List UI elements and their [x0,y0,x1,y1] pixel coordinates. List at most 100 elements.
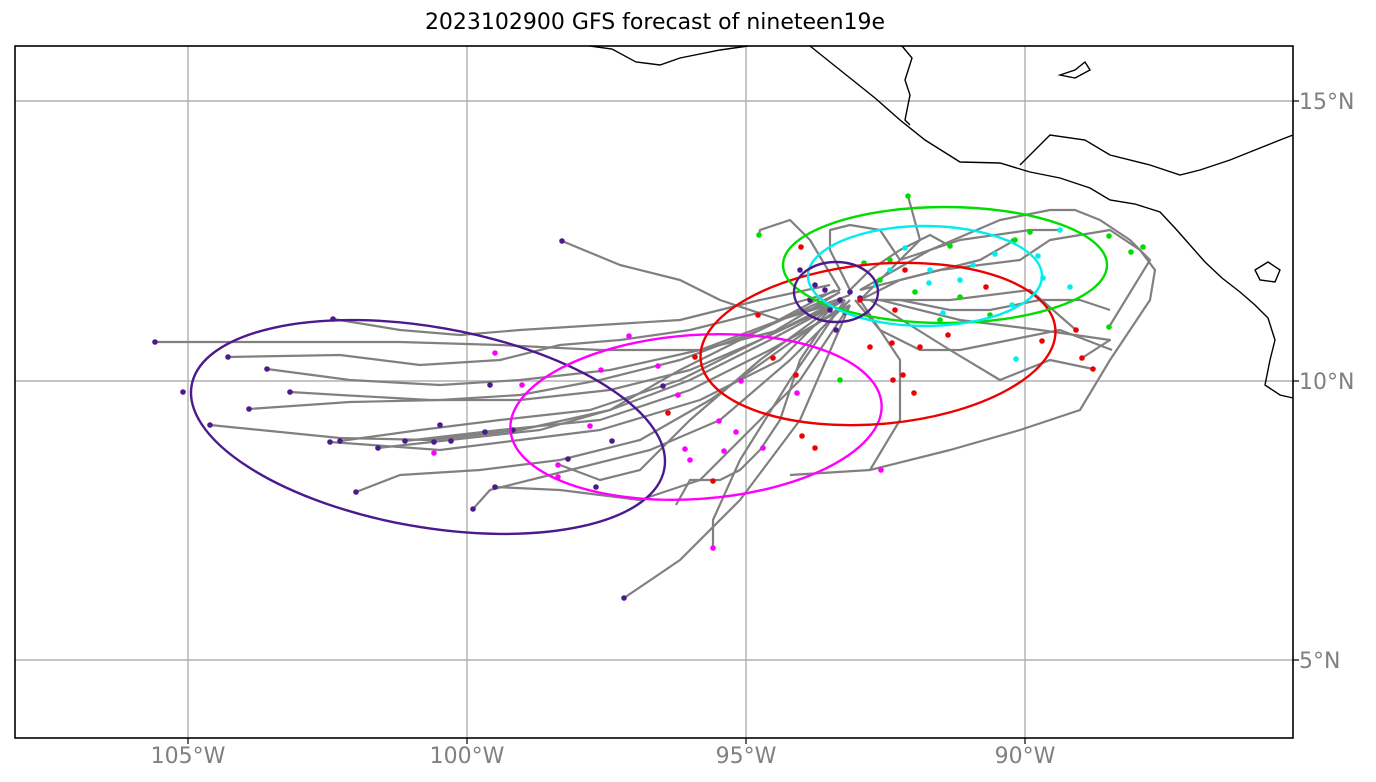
forecast-tracks [155,195,1157,599]
forecast-point [470,506,476,512]
forecast-point [926,280,932,286]
forecast-point [655,363,661,369]
forecast-points [152,193,1146,601]
forecast-track [711,299,846,548]
forecast-point [905,193,911,199]
coastline-central-america [809,45,1294,399]
forecast-track [854,299,1113,352]
forecast-point [692,354,698,360]
forecast-point [799,433,805,439]
forecast-point [225,354,231,360]
forecast-point [900,372,906,378]
forecast-track [859,239,1016,301]
forecast-point [402,438,408,444]
ellipse-red [699,261,1057,427]
forecast-point [448,438,454,444]
forecast-point [887,257,893,263]
forecast-track [849,233,951,291]
forecast-point [665,410,671,416]
forecast-point [827,307,833,313]
forecast-point [721,448,727,454]
forecast-point [940,310,946,316]
forecast-point [609,438,615,444]
forecast-point [716,418,722,424]
forecast-point [492,350,498,356]
forecast-track [329,299,841,452]
forecast-point [675,392,681,398]
forecast-point [760,445,766,451]
forecast-point [710,478,716,484]
forecast-track [623,304,852,599]
forecast-point [593,484,599,490]
forecast-point [889,340,895,346]
forecast-point [492,484,498,490]
forecast-track [289,291,841,402]
forecast-track [859,228,1060,301]
forecast-point [794,390,800,396]
forecast-point [327,439,333,445]
forecast-point [902,245,908,251]
forecast-point [1128,249,1134,255]
forecast-point [927,267,933,273]
forecast-point [877,277,883,283]
lon-label-105w: 105°W [151,744,226,769]
forecast-track [227,288,841,367]
forecast-point [797,267,803,273]
forecast-point [992,251,998,257]
forecast-point [822,287,828,293]
gridlines [15,46,1293,738]
forecast-point [1009,302,1015,308]
forecast-point [1106,324,1112,330]
map-frame [14,45,1294,739]
forecast-point [1035,253,1041,259]
forecast-point [555,462,561,468]
forecast-point [660,383,666,389]
map-title: 2023102900 GFS forecast of nineteen19e [424,10,886,35]
forecast-point [431,439,437,445]
forecast-point [911,390,917,396]
forecast-track [355,301,849,494]
forecast-point [431,450,437,456]
forecast-point [1090,366,1096,372]
forecast-point [947,243,953,249]
forecast-point [847,289,853,295]
forecast-point [798,244,804,250]
forecast-point [867,344,873,350]
forecast-point [770,355,776,361]
forecast-point [598,367,604,373]
forecast-point [1073,327,1079,333]
forecast-point [1027,229,1033,235]
lon-label-95w: 95°W [716,744,777,769]
tick-marks [187,100,1299,744]
lat-label-15n: 15°N [1299,90,1354,115]
lon-tick-labels: 105°W 100°W 95°W 90°W [151,744,1056,769]
forecast-track [377,289,836,450]
forecast-point [487,382,493,388]
ellipse-green [781,205,1109,325]
forecast-track [789,228,1157,477]
forecast-point [264,366,270,372]
lat-tick-labels: 15°N 10°N 5°N [1299,90,1354,674]
forecast-point [375,445,381,451]
forecast-point [565,456,571,462]
forecast-track [870,288,1077,331]
forecast-point [353,489,359,495]
forecast-point [687,457,693,463]
lon-label-90w: 90°W [995,744,1056,769]
coastline-gulf [901,45,913,126]
coastline-island [1057,60,1091,79]
forecast-point [837,377,843,383]
lat-label-10n: 10°N [1299,370,1354,395]
forecast-track [209,299,846,442]
forecast-point [937,317,943,323]
forecast-point [180,389,186,395]
forecast-track [332,283,831,337]
forecast-track [860,298,1111,312]
coastline [589,45,1294,399]
forecast-point [738,378,744,384]
forecast-point [755,312,761,318]
forecast-point [917,344,923,350]
forecast-point [207,422,213,428]
forecast-point [287,389,293,395]
forecast-point [519,382,525,388]
